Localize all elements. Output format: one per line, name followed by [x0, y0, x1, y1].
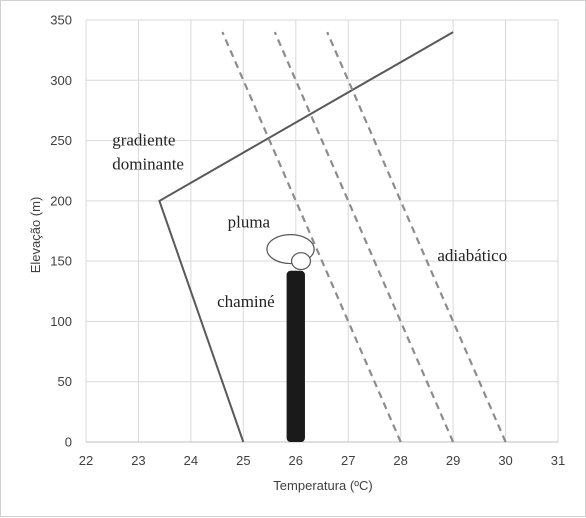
y-tick-label: 200 — [50, 193, 72, 208]
y-axis-title: Elevação (m) — [28, 197, 43, 274]
y-tick-label: 50 — [58, 374, 72, 389]
annotation-label: adiabático — [437, 246, 507, 265]
y-tick-label: 250 — [50, 133, 72, 148]
tick-labels: 22 23 24 25 26 27 28 29 30 31 0 50 100 150 200 250 300 35… — [50, 13, 565, 469]
series-lines — [158, 31, 507, 443]
adiabatic-line — [273, 31, 455, 443]
y-tick-label: 300 — [50, 73, 72, 88]
x-tick-label: 26 — [289, 453, 303, 468]
y-tick-label: 0 — [65, 435, 72, 450]
x-tick-label: 23 — [131, 453, 145, 468]
x-tick-label: 31 — [551, 453, 565, 468]
x-tick-label: 24 — [184, 453, 198, 468]
x-tick-label: 25 — [236, 453, 250, 468]
grid — [85, 19, 559, 443]
annotation-label: gradiente — [112, 130, 175, 149]
y-tick-label: 150 — [50, 254, 72, 269]
y-tick-label: 100 — [50, 314, 72, 329]
stack-and-plume — [266, 234, 315, 442]
x-axis-title: Temperatura (ºC) — [273, 478, 372, 493]
prevailing-gradient-line — [158, 31, 454, 443]
x-tick-label: 29 — [446, 453, 460, 468]
adiabatic-line — [221, 31, 402, 443]
annotation-label: chaminé — [217, 292, 275, 311]
annotation-label: pluma — [228, 212, 271, 231]
plume-puff — [290, 252, 312, 271]
annotation-label: dominante — [112, 155, 184, 174]
annotations: gradiente dominante pluma chaminé adiabático — [112, 130, 507, 311]
x-tick-label: 27 — [341, 453, 355, 468]
adiabatic-line — [326, 31, 507, 443]
smoke-stack — [286, 270, 305, 442]
x-tick-label: 22 — [79, 453, 93, 468]
x-tick-label: 28 — [393, 453, 407, 468]
x-tick-label: 30 — [498, 453, 512, 468]
y-tick-label: 350 — [50, 13, 72, 28]
